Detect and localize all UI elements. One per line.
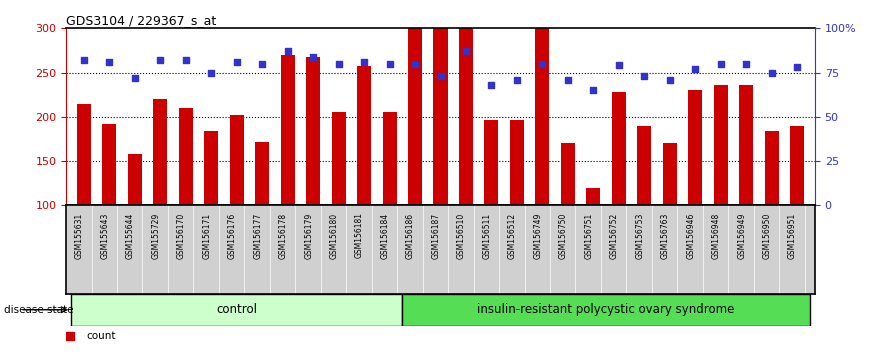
Bar [637, 126, 651, 205]
Text: GSM156186: GSM156186 [406, 212, 415, 258]
Bar [230, 115, 244, 205]
Point [331, 61, 345, 67]
Bar [587, 188, 600, 205]
Point [433, 73, 448, 79]
Text: GSM156951: GSM156951 [788, 212, 797, 259]
Point [765, 70, 779, 75]
Bar [459, 0, 473, 205]
Bar [204, 131, 218, 205]
Point [306, 54, 320, 59]
Bar [536, 0, 550, 205]
Text: GSM156948: GSM156948 [712, 212, 721, 259]
Bar [561, 143, 575, 205]
Point [510, 77, 524, 82]
Point [714, 61, 728, 67]
Text: GSM156184: GSM156184 [381, 212, 389, 258]
Text: count: count [86, 331, 115, 341]
Bar [357, 66, 371, 205]
Point [408, 61, 422, 67]
Point [319, 55, 333, 60]
Point [688, 66, 702, 72]
Text: GSM156950: GSM156950 [763, 212, 772, 259]
Bar [485, 120, 499, 205]
Point [561, 77, 575, 82]
Point [319, 267, 333, 273]
Text: GSM156170: GSM156170 [177, 212, 186, 259]
Text: GDS3104 / 229367_s_at: GDS3104 / 229367_s_at [66, 14, 217, 27]
Text: GSM156180: GSM156180 [329, 212, 338, 258]
Text: GSM155643: GSM155643 [100, 212, 109, 259]
Text: control: control [216, 303, 257, 316]
Text: GSM155631: GSM155631 [75, 212, 84, 259]
Point [611, 63, 626, 68]
Bar [153, 99, 167, 205]
Text: GSM156179: GSM156179 [304, 212, 313, 259]
Point [586, 87, 600, 93]
Bar [403, 294, 810, 326]
Bar [739, 85, 753, 205]
Bar [790, 126, 804, 205]
Text: GSM156753: GSM156753 [635, 212, 644, 259]
Point [536, 61, 550, 67]
Point [790, 64, 804, 70]
Bar [281, 55, 294, 205]
Point [77, 57, 91, 63]
Text: GSM156750: GSM156750 [559, 212, 568, 259]
Point [230, 59, 244, 65]
Point [357, 59, 371, 65]
Bar [408, 0, 422, 205]
Text: GSM156177: GSM156177 [253, 212, 263, 259]
Point [485, 82, 499, 88]
Bar [663, 143, 677, 205]
Bar [714, 85, 728, 205]
Bar [102, 124, 116, 205]
Bar [128, 154, 142, 205]
Text: GSM156949: GSM156949 [737, 212, 746, 259]
Bar [77, 103, 91, 205]
Text: GSM156512: GSM156512 [508, 212, 517, 258]
Point [459, 48, 473, 54]
Text: GSM156946: GSM156946 [686, 212, 695, 259]
Bar [179, 108, 193, 205]
Point [663, 77, 677, 82]
Text: disease state: disease state [4, 305, 74, 315]
Point [204, 70, 218, 75]
Bar [255, 142, 270, 205]
Point [281, 48, 295, 54]
Text: GSM156181: GSM156181 [355, 212, 364, 258]
Text: insulin-resistant polycystic ovary syndrome: insulin-resistant polycystic ovary syndr… [478, 303, 735, 316]
Text: GSM155644: GSM155644 [126, 212, 135, 259]
Bar [433, 0, 448, 205]
Bar [510, 120, 524, 205]
Text: GSM156751: GSM156751 [584, 212, 593, 259]
Text: GSM156176: GSM156176 [227, 212, 237, 259]
Bar [611, 92, 626, 205]
Text: GSM156763: GSM156763 [661, 212, 670, 259]
Bar [331, 112, 345, 205]
Text: GSM156752: GSM156752 [610, 212, 618, 259]
Text: GSM156749: GSM156749 [533, 212, 543, 259]
Point [153, 57, 167, 63]
Point [255, 61, 270, 67]
Bar [306, 57, 320, 205]
Point [128, 75, 142, 81]
Text: GSM156187: GSM156187 [432, 212, 440, 258]
Text: GSM156511: GSM156511 [483, 212, 492, 258]
Point [102, 59, 116, 65]
Bar [688, 90, 702, 205]
Point [179, 57, 193, 63]
Point [739, 61, 753, 67]
Text: GSM156178: GSM156178 [278, 212, 288, 258]
Text: GSM156510: GSM156510 [457, 212, 466, 259]
Bar [765, 131, 779, 205]
Point [382, 61, 396, 67]
Bar [382, 112, 396, 205]
Text: GSM156171: GSM156171 [203, 212, 211, 258]
Point [637, 73, 651, 79]
Text: GSM155729: GSM155729 [152, 212, 160, 259]
Bar [71, 294, 403, 326]
